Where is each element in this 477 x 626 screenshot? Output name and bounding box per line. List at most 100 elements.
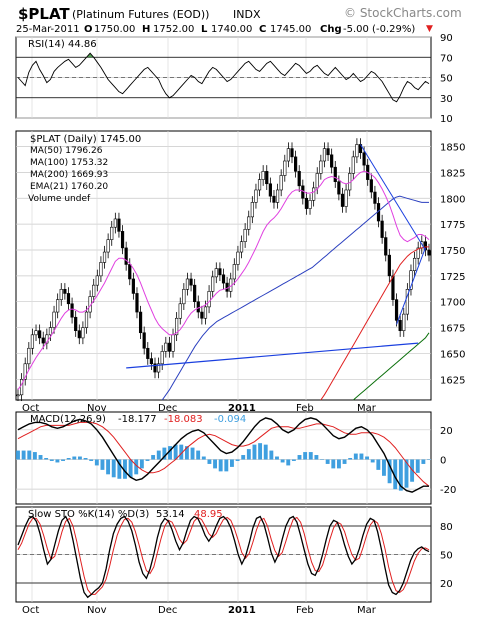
price-candle-body [304, 197, 309, 209]
price-candle-body [99, 262, 103, 277]
price-candle-body [236, 251, 240, 265]
macd-histogram-bar [427, 459, 431, 460]
price-candle-body [189, 278, 193, 286]
macd-histogram-bar [196, 450, 201, 460]
sto-tick-label: 80 [440, 522, 453, 533]
price-candle-body [333, 166, 337, 182]
price-tick-label: 1800 [440, 194, 465, 205]
price-candle-body [261, 171, 265, 180]
macd-histogram-bar [66, 458, 71, 460]
price-tick-label: 1650 [440, 349, 465, 360]
macd-histogram-bar [32, 452, 37, 460]
macd-histogram-bar [382, 459, 386, 476]
price-candle-body [337, 181, 341, 195]
price-candle-body [95, 275, 99, 286]
price-month-label: Oct [22, 403, 39, 414]
sto-tick-label: 50 [440, 551, 453, 562]
price-candle-body [416, 247, 420, 259]
macd-histogram-bar [179, 444, 184, 460]
macd-histogram-bar [308, 452, 313, 460]
macd-histogram-bar [173, 444, 178, 460]
sto-month-label: Mar [357, 605, 377, 616]
macd-histogram-bar [117, 459, 122, 479]
macd-histogram-bar [106, 459, 111, 475]
price-candle-body [27, 347, 31, 365]
price-candle-body [239, 241, 244, 253]
macd-histogram-bar [235, 459, 240, 461]
price-candle-body [275, 189, 280, 203]
price-tick-label: 1850 [440, 143, 465, 154]
macd-histogram-bar [49, 459, 54, 461]
macd-histogram-bar [184, 446, 189, 460]
price-candle-body [308, 200, 312, 209]
price-month-label: Nov [87, 403, 107, 414]
macd-histogram-bar [213, 459, 217, 469]
price-candle-body [250, 202, 254, 218]
quote-date: 25-Mar-2011 [16, 24, 80, 35]
price-candle-body [283, 160, 287, 176]
price-candle-body [211, 276, 215, 292]
macd-histogram-bar [393, 459, 398, 490]
ma200-line [352, 332, 430, 401]
macd-legend-name: MACD(12,26,9) [30, 414, 106, 425]
sto-month-label: Feb [296, 605, 314, 616]
macd-histogram-bar [72, 456, 77, 460]
price-candle-body [340, 193, 345, 207]
price-candle-body [131, 278, 135, 294]
macd-histogram-bar [201, 456, 206, 460]
price-candle-body [387, 254, 391, 277]
change-value: -5.00 (-0.29%) [343, 24, 416, 35]
price-candle-body [232, 264, 236, 280]
price-candle-body [66, 293, 71, 305]
price-candle-body [77, 330, 81, 339]
macd-tick-label: 20 [440, 426, 453, 437]
rsi-tick-label: 90 [440, 33, 453, 44]
price-candle-body [369, 179, 373, 193]
exchange-label: INDX [233, 8, 261, 21]
wedge-upper-trendline [360, 144, 426, 251]
price-candle-body [398, 320, 402, 331]
macd-histogram-bar [224, 459, 229, 472]
macd-histogram-bar [370, 459, 375, 463]
macd-histogram-bar [291, 459, 296, 461]
macd-line [17, 417, 429, 493]
price-candle-body [373, 191, 377, 204]
price-candle-body [63, 288, 67, 294]
low-value: 1740.00 [211, 24, 253, 35]
price-candle-body [41, 337, 45, 344]
macd-histogram-bar [415, 459, 420, 473]
price-candle-body [203, 306, 208, 319]
price-candle-body [84, 311, 89, 328]
macd-histogram-bar [61, 459, 65, 461]
macd-histogram-bar [342, 459, 347, 464]
macd-histogram-bar [258, 443, 263, 460]
price-candle-body [221, 274, 226, 284]
price-candle-body [23, 363, 27, 380]
price-month-label: Feb [296, 403, 314, 414]
ema21-legend: EMA(21) 1760.20 [30, 182, 109, 192]
macd-histogram-bar [297, 455, 302, 460]
price-candle-body [138, 311, 143, 334]
price-candle-body [160, 351, 164, 365]
sto-month-label: Nov [87, 605, 107, 616]
high-label: H [142, 24, 151, 35]
price-candle-body [427, 249, 431, 256]
macd-histogram-bar [387, 459, 392, 484]
price-candle-body [193, 284, 197, 303]
macd-histogram-bar [27, 450, 32, 460]
macd-histogram-bar [404, 459, 409, 488]
macd-histogram-bar [269, 450, 274, 460]
macd-histogram-bar [252, 444, 257, 460]
price-candle-body [254, 189, 258, 203]
rsi-tick-label: 70 [440, 53, 453, 64]
sto-d-line [17, 516, 430, 595]
sto-legend-k: 53.14 [156, 509, 185, 520]
price-candle-body [402, 313, 406, 331]
price-candle-body [48, 327, 53, 336]
price-candle-body [102, 251, 107, 263]
rsi-tick-label: 30 [440, 94, 453, 105]
macd-legend-signal: -18.083 [164, 414, 203, 425]
price-candle-body [391, 275, 395, 300]
price-candle-body [257, 179, 262, 191]
